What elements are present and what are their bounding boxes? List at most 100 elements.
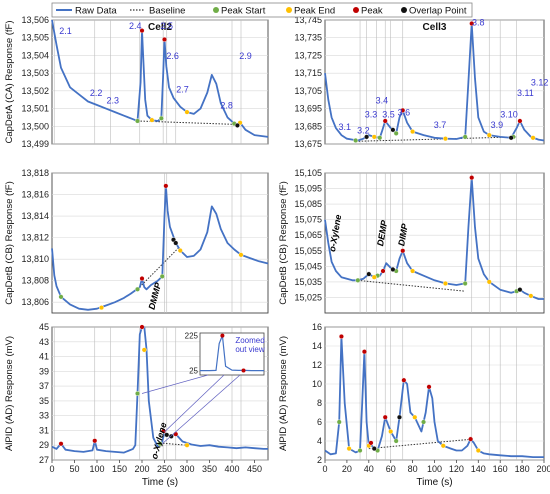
- x-tick-label: 140: [471, 464, 486, 474]
- analyte-label: DIMP: [396, 222, 410, 247]
- peak-end-point: [184, 442, 190, 448]
- overlap-point: [173, 240, 179, 246]
- legend-item: Raw Data: [56, 6, 117, 17]
- y-tick-label: 13,695: [294, 104, 322, 114]
- inset-peak-point: [241, 368, 246, 373]
- peak-point: [139, 324, 145, 330]
- peak-point: [139, 276, 145, 282]
- peak-label: 3.1: [338, 122, 351, 132]
- peak-end-point: [410, 129, 416, 135]
- plot-frame: [324, 326, 545, 461]
- y-tick-label: 45: [39, 322, 49, 332]
- zoom-connector: [164, 374, 225, 433]
- legend-item: Baseline: [130, 6, 185, 17]
- inset-tick-label: 25: [189, 367, 198, 376]
- overlap-point: [517, 287, 523, 293]
- inset-tick-label: 225: [185, 332, 199, 341]
- y-tick-label: 13,808: [21, 276, 49, 286]
- chart-panel-ca_cell3: 13,675 13,685 13,695 13,705 13,715 13,725 13,7…: [294, 15, 548, 149]
- peak-point: [58, 441, 64, 447]
- peak-end-point: [440, 443, 446, 449]
- peak-label: 3.2: [357, 125, 370, 135]
- y-tick-label: 31: [39, 425, 49, 435]
- peak-label: 3.6: [398, 108, 411, 118]
- peak-end-point: [184, 109, 190, 115]
- raw-data-series: [51, 19, 269, 138]
- peak-end-point: [442, 280, 448, 286]
- peak-end-point: [486, 132, 492, 138]
- peak-point: [426, 384, 432, 390]
- peak-end-point: [177, 248, 183, 254]
- peak-label: 2.9: [239, 51, 252, 61]
- overlap-point: [164, 432, 170, 438]
- y-tick-label: 15,095: [294, 184, 322, 194]
- legend-label: Peak: [361, 6, 383, 17]
- peak-end-point: [388, 429, 394, 435]
- y-tick-label: 15,065: [294, 230, 322, 240]
- inset-peak-point: [220, 333, 225, 338]
- y-tick-label: 15,035: [294, 277, 322, 287]
- peak-point: [469, 175, 475, 181]
- peak-end-point: [412, 414, 418, 420]
- baseline-series: [368, 438, 473, 450]
- y-tick-label: 14: [312, 341, 322, 351]
- peak-end-point: [346, 446, 352, 452]
- overlap-point: [508, 135, 514, 141]
- y-tick-label: 13,506: [21, 15, 49, 25]
- peak-label: 3.5: [382, 109, 395, 119]
- peak-label: 2.1: [59, 26, 72, 36]
- peak-start-point: [134, 391, 140, 397]
- y-tick-label: 13,816: [21, 190, 49, 200]
- panels: 13,499 13,500 13,501 13,502 13,503 13,504 13,5…: [4, 15, 550, 488]
- x-tick-label: 0: [322, 464, 327, 474]
- peak-end-point: [149, 117, 155, 123]
- overlap-point: [366, 271, 372, 277]
- y-tick-label: 15,075: [294, 215, 322, 225]
- peak-start-point: [357, 448, 363, 454]
- x-tick-label: 200: [134, 464, 149, 474]
- y-tick-label: 29: [39, 440, 49, 450]
- panel-title: Cell3: [423, 22, 447, 33]
- inset-label: out view: [235, 345, 265, 354]
- y-tick-label: 15,085: [294, 199, 322, 209]
- chart-panel-ca_cell2: 13,499 13,500 13,501 13,502 13,503 13,504 13,5…: [4, 15, 269, 149]
- peak-point: [368, 440, 374, 446]
- legend-label: Peak End: [294, 6, 335, 17]
- peak-label: 2.3: [106, 95, 119, 105]
- x-tick-label: 180: [515, 464, 530, 474]
- peak-end-point: [442, 136, 448, 142]
- peak-point: [400, 248, 406, 254]
- y-tick-label: 8: [317, 398, 322, 408]
- peak-point: [469, 21, 475, 27]
- overlap-point: [390, 127, 396, 133]
- panel-title: Cell2: [148, 22, 172, 33]
- y-tick-label: 13,725: [294, 50, 322, 60]
- overlap-point: [364, 134, 370, 140]
- peak-start-point: [134, 286, 140, 292]
- x-tick-label: 100: [89, 464, 104, 474]
- peak-start-point: [393, 438, 399, 444]
- inset-frame: [199, 332, 265, 376]
- legend-swatch-dot: [353, 7, 359, 13]
- peak-point: [92, 438, 98, 444]
- peak-label: 3.12: [531, 78, 549, 88]
- x-tick-label: 100: [427, 464, 442, 474]
- y-tick-label: 6: [317, 417, 322, 427]
- baseline-series: [137, 120, 239, 126]
- y-tick-label: 13,503: [21, 68, 49, 78]
- peak-point: [468, 436, 474, 442]
- peak-label: 2.8: [220, 101, 233, 111]
- peak-label: 2.4: [129, 21, 142, 31]
- peak-start-point: [462, 134, 468, 140]
- y-axis-label: CapDetB (CB) Response (fF): [278, 181, 289, 305]
- x-tick-label: 0: [49, 464, 54, 474]
- legend-label: Overlap Point: [409, 6, 467, 17]
- y-tick-label: 13,814: [21, 211, 49, 221]
- y-tick-label: 13,812: [21, 233, 49, 243]
- legend-swatch-dot: [213, 7, 219, 13]
- y-tick-label: 13,685: [294, 121, 322, 131]
- x-tick-label: 450: [247, 464, 262, 474]
- peak-start-point: [336, 419, 342, 425]
